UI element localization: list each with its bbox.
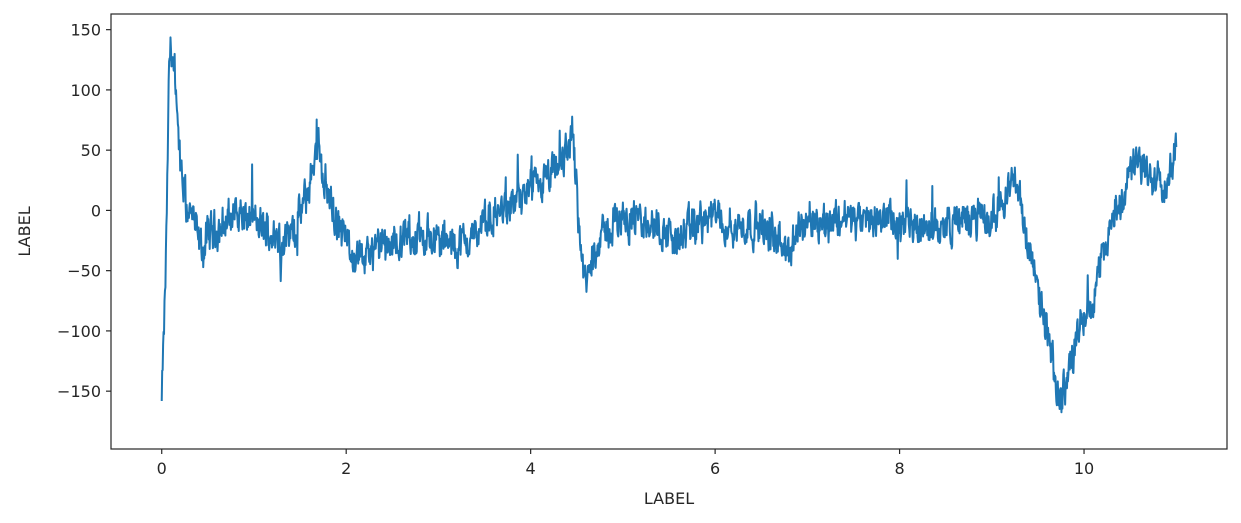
- x-tick-label: 2: [341, 459, 351, 478]
- x-axis-label: LABEL: [644, 489, 694, 508]
- y-tick-label: −150: [57, 382, 101, 401]
- series-line: [160, 36, 1178, 414]
- axes: [106, 13, 1228, 454]
- y-tick-label: 100: [70, 81, 101, 100]
- x-tick-label: 10: [1074, 459, 1094, 478]
- y-tick-label: −100: [57, 322, 101, 341]
- y-axis-label: LABEL: [15, 206, 34, 256]
- plot-area: [160, 36, 1178, 414]
- x-tick-label: 8: [894, 459, 904, 478]
- y-tick-label: 50: [81, 141, 101, 160]
- x-tick-label: 0: [157, 459, 167, 478]
- y-tick-label: −50: [67, 262, 101, 281]
- y-tick-label: 150: [70, 21, 101, 40]
- x-tick-label: 6: [710, 459, 720, 478]
- x-tick-label: 4: [526, 459, 536, 478]
- y-tick-label: 0: [91, 201, 101, 220]
- axes-frame: [110, 13, 1228, 450]
- tick-labels: 0 2 4 6 8 10 −150 −100 −50 0 50 100 150: [57, 21, 1094, 478]
